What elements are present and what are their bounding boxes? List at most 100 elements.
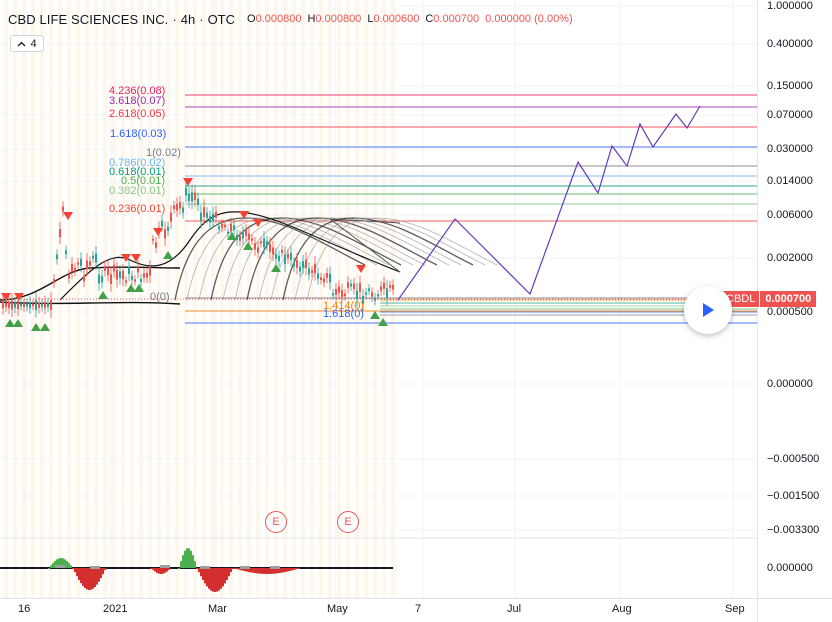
- oscillator-bar: [96, 568, 98, 585]
- candle-body: [38, 302, 40, 308]
- buy-signal-arrow: [134, 284, 144, 292]
- oscillator-bar: [232, 568, 234, 569]
- last-price-badge: CBDL 0.000700: [722, 291, 817, 307]
- oscillator-marker: [90, 566, 100, 569]
- candle-body: [32, 303, 34, 307]
- oscillator-bar: [256, 568, 258, 574]
- oscillator-bar: [212, 568, 214, 592]
- oscillator-bar: [244, 568, 246, 572]
- candle-body: [320, 277, 322, 280]
- earnings-event-marker[interactable]: E: [337, 511, 359, 533]
- sell-signal-arrow: [1, 293, 11, 301]
- oscillator-bar: [76, 568, 78, 577]
- projection-path[interactable]: [397, 105, 701, 301]
- oscillator-bar: [64, 559, 66, 568]
- earnings-event-marker[interactable]: E: [265, 511, 287, 533]
- oscillator-bar: [236, 568, 238, 570]
- oscillator-bar: [82, 568, 84, 586]
- candle-body: [332, 293, 334, 296]
- high-value: 0.000800: [315, 13, 362, 25]
- ribbon-curve: [246, 217, 438, 301]
- oscillator-bar: [182, 555, 184, 568]
- price-tick-label: 0.014000: [767, 175, 813, 187]
- chevron-up-icon: [17, 38, 26, 49]
- oscillator-marker: [240, 566, 250, 569]
- candle-body: [35, 300, 37, 310]
- buy-signal-arrow: [163, 251, 173, 259]
- candle-body: [311, 270, 313, 273]
- candle-body: [386, 288, 388, 298]
- oscillator-bar: [160, 568, 162, 574]
- oscillator-bar: [62, 558, 64, 568]
- candle-body: [392, 284, 394, 290]
- interval-label[interactable]: 4h: [180, 11, 196, 27]
- oscillator-bar: [216, 568, 218, 592]
- candle-body: [131, 275, 133, 280]
- oscillator-bar: [288, 568, 290, 572]
- oscillator-bar: [252, 568, 254, 573]
- oscillator-bar: [168, 568, 170, 570]
- fib-level-label: 4.236(0.08): [109, 85, 166, 97]
- replay-play-button[interactable]: [684, 286, 732, 334]
- oscillator-bar: [100, 568, 102, 579]
- oscillator-bar: [184, 550, 186, 568]
- sell-signal-arrow: [356, 265, 366, 273]
- candle-body: [92, 255, 94, 259]
- candle-body: [389, 285, 391, 288]
- oscillator-bar: [292, 568, 294, 571]
- oscillator-bar: [102, 568, 104, 575]
- candle-body: [260, 241, 262, 244]
- oscillator-bar: [270, 568, 272, 574]
- oscillator-bar: [204, 568, 206, 584]
- candle-body: [113, 264, 115, 272]
- candle-body: [140, 278, 142, 283]
- fib-level-label: 0(0): [150, 291, 170, 303]
- candle-body: [56, 254, 58, 260]
- candle-body: [239, 235, 241, 241]
- indicators-collapse-button[interactable]: 4: [10, 35, 44, 52]
- price-tick-label: 0.006000: [767, 209, 813, 221]
- price-tick-label: 0.000000: [767, 378, 813, 390]
- oscillator-bar: [222, 568, 224, 587]
- oscillator-bar: [200, 568, 202, 577]
- candle-body: [302, 261, 304, 268]
- time-axis[interactable]: 16 2021 Mar May 7 Jul Aug Sep: [0, 598, 757, 622]
- oscillator-bar: [290, 568, 292, 571]
- symbol-title[interactable]: CBD LIFE SCIENCES INC.: [8, 11, 169, 27]
- oscillator-bar: [206, 568, 208, 587]
- candle-body: [281, 249, 283, 253]
- ohlc-values: O0.000800 H0.000800 L0.000600 C0.000700 …: [247, 13, 573, 25]
- price-tick-label: 0.030000: [767, 143, 813, 155]
- oscillator-bar: [164, 568, 166, 573]
- fibonacci-retracement[interactable]: [185, 94, 757, 324]
- candle-body: [2, 301, 4, 309]
- candle-body: [290, 253, 292, 261]
- sell-signal-arrow: [131, 254, 141, 262]
- buy-signal-arrow: [5, 319, 15, 327]
- oscillator-bar: [220, 568, 222, 589]
- oscillator-bar: [180, 561, 182, 568]
- grid-lines: [0, 0, 757, 598]
- oscillator-bar: [282, 568, 284, 573]
- open-value: 0.000800: [255, 13, 302, 25]
- legend-separator: ·: [172, 11, 177, 27]
- candle-body: [179, 202, 181, 209]
- candle-body: [134, 279, 136, 282]
- candle-body: [359, 283, 361, 292]
- ribbon-curve: [210, 217, 402, 301]
- oscillator-bar: [56, 559, 58, 568]
- candle-body: [149, 267, 151, 276]
- candle-body: [98, 274, 100, 284]
- candle-body: [245, 230, 247, 236]
- oscillator-bar: [250, 568, 252, 573]
- ribbon-curve: [270, 217, 462, 301]
- oscillator-bar: [280, 568, 282, 573]
- oscillator-bar: [238, 568, 240, 570]
- oscillator-marker: [200, 566, 210, 569]
- candle-body: [194, 192, 196, 201]
- oscillator-bar: [48, 568, 50, 569]
- buy-signal-arrow: [378, 318, 388, 326]
- fib-level-label: 3.618(0.07): [109, 95, 166, 107]
